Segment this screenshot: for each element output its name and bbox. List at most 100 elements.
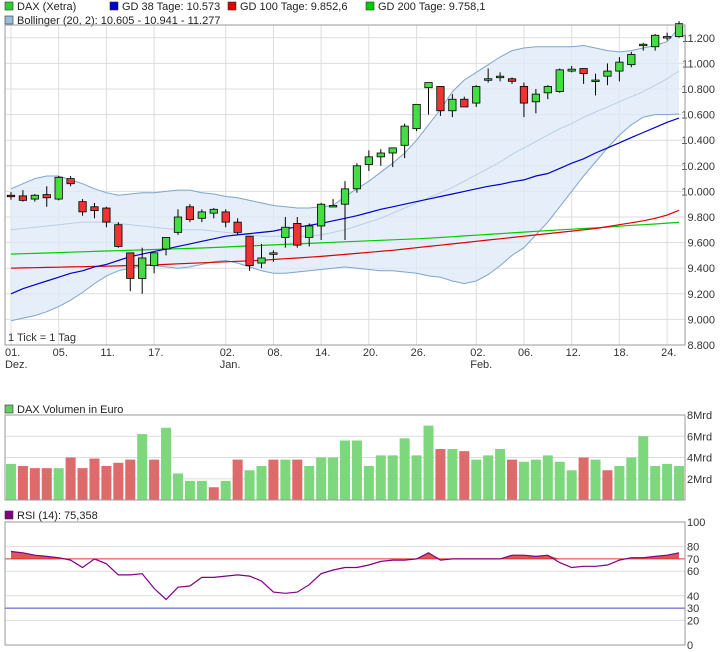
volume-bar xyxy=(411,455,422,500)
candle-body xyxy=(126,252,135,279)
y-tick-label: 11.000 xyxy=(682,58,715,70)
candle-body xyxy=(305,225,314,238)
volume-bar xyxy=(17,466,28,500)
legend-swatch xyxy=(4,15,14,25)
volume-bar xyxy=(184,480,195,500)
volume-legend-swatch xyxy=(4,404,14,414)
candle-body xyxy=(555,69,564,92)
y-tick-label: 9.400 xyxy=(687,263,715,275)
candle-body xyxy=(245,235,254,267)
candle-body xyxy=(364,156,373,165)
volume-bar xyxy=(113,462,124,500)
volume-bar xyxy=(256,466,267,500)
volume-bar xyxy=(578,457,589,500)
candle-body xyxy=(579,68,588,75)
candle-body xyxy=(221,211,230,223)
volume-bar xyxy=(208,487,219,500)
candle-body xyxy=(197,211,206,219)
rsi-tick-label: 80 xyxy=(687,542,699,554)
volume-bar xyxy=(483,455,494,500)
candle-body xyxy=(531,93,540,103)
volume-bar xyxy=(328,457,339,500)
volume-title: DAX Volumen in Euro xyxy=(17,404,123,416)
y-tick-label: 9.000 xyxy=(687,314,715,326)
volume-bar xyxy=(292,459,303,500)
x-tick-day: 18. xyxy=(613,347,628,359)
candle-body xyxy=(460,98,469,108)
candle-body xyxy=(615,61,624,72)
volume-bar xyxy=(244,470,255,500)
y-tick-label: 10.200 xyxy=(681,161,715,173)
y-tick-label: 10.800 xyxy=(681,84,715,96)
candle-body xyxy=(102,207,111,223)
volume-frame xyxy=(4,414,686,501)
y-tick-label: 9.800 xyxy=(687,212,715,224)
candle-body xyxy=(281,226,290,238)
candle-body xyxy=(352,165,362,190)
candle-body xyxy=(627,54,636,66)
volume-bar xyxy=(518,461,529,500)
volume-bar xyxy=(89,458,100,500)
volume-tick-label: 8Mrd xyxy=(687,410,712,422)
candle-body xyxy=(161,237,171,250)
candle-body xyxy=(257,257,266,264)
tick-note: 1 Tick = 1 Tag xyxy=(8,332,76,344)
candle-body xyxy=(436,86,445,112)
candle-body xyxy=(233,221,242,233)
rsi-title: RSI (14): 75,358 xyxy=(17,510,98,522)
bollinger-lower xyxy=(10,113,680,322)
volume-bar xyxy=(161,427,172,500)
rsi-tick-label: 60 xyxy=(687,566,699,578)
volume-bar xyxy=(423,425,434,500)
candle-body xyxy=(484,78,493,81)
candle-body xyxy=(6,194,16,198)
volume-bar xyxy=(137,434,148,500)
volume-bar xyxy=(41,468,52,500)
volume-bar xyxy=(650,466,661,500)
x-tick-day: 05. xyxy=(53,347,68,359)
volume-bar xyxy=(232,459,243,500)
legend-label: DAX (Xetra) xyxy=(17,1,76,13)
candle-body xyxy=(78,201,87,213)
rsi-tick-label: 0 xyxy=(687,640,693,652)
candle-body xyxy=(42,194,51,199)
volume-bar xyxy=(542,455,553,500)
volume-bar xyxy=(316,457,327,500)
volume-bar xyxy=(614,466,625,500)
candle-body xyxy=(66,178,75,185)
candle-body xyxy=(328,205,338,208)
volume-bar xyxy=(566,470,577,500)
volume-bar xyxy=(626,457,637,500)
candle-body xyxy=(495,75,505,79)
volume-bar xyxy=(590,459,601,500)
gd200-line xyxy=(10,221,680,255)
candle-body xyxy=(591,79,600,82)
volume-bar xyxy=(638,436,649,500)
y-tick-label: 9.600 xyxy=(687,238,715,250)
volume-bar xyxy=(339,440,351,500)
legend-label: Bollinger (20, 2): 10.605 - 10.941 - 11.… xyxy=(17,15,220,27)
x-tick-day: 24. xyxy=(661,347,676,359)
candle-body xyxy=(209,208,218,214)
candle-body xyxy=(340,188,350,205)
rsi-line xyxy=(10,550,680,601)
rsi-tick-label: 100 xyxy=(687,517,705,529)
volume-bar xyxy=(387,455,398,500)
volume-bar xyxy=(363,466,374,500)
price-frame xyxy=(4,24,686,346)
volume-bar xyxy=(674,466,685,500)
volume-bar xyxy=(196,480,207,500)
candle-body xyxy=(507,78,517,82)
candle-body xyxy=(424,82,433,89)
x-tick-day: 14. xyxy=(315,347,330,359)
volume-bar xyxy=(602,470,613,500)
volume-bar xyxy=(530,459,541,500)
candle-body xyxy=(519,86,529,104)
volume-bar xyxy=(125,459,136,500)
candle-body xyxy=(567,68,576,72)
x-tick-day: 17. xyxy=(148,347,163,359)
candle-body xyxy=(269,252,278,255)
candle-body xyxy=(114,224,123,247)
x-tick-day: 12. xyxy=(566,347,581,359)
